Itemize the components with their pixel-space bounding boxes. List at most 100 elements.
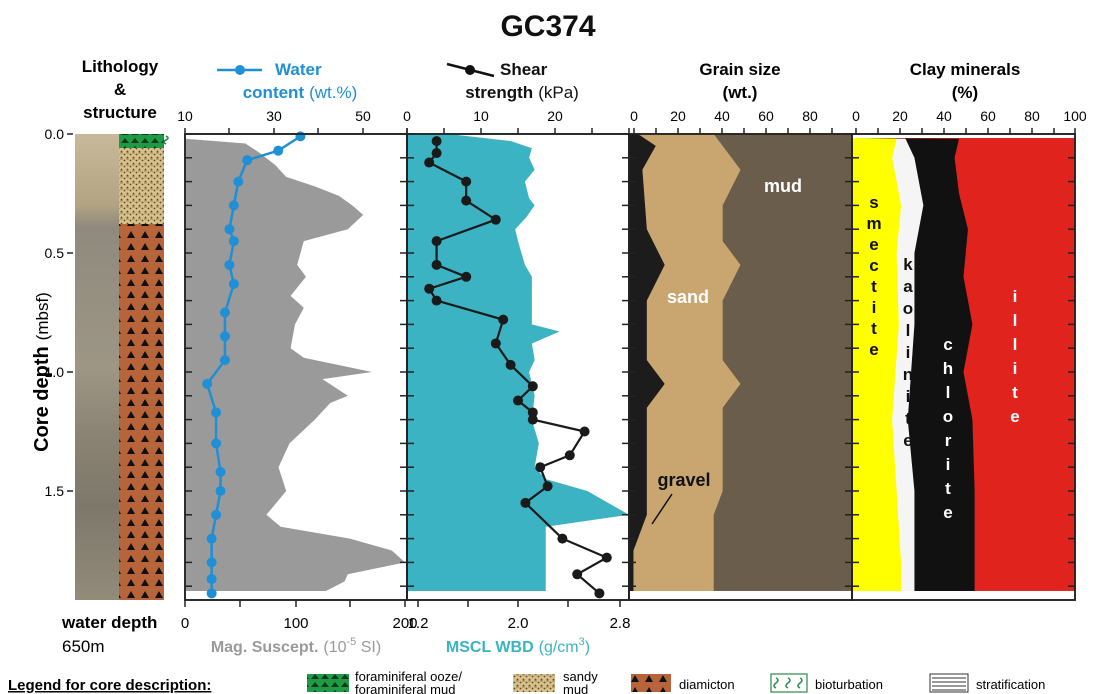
water-content-point	[242, 155, 253, 166]
wbd-label-main: MSCL WBD	[446, 639, 534, 656]
grain-gravel-area	[629, 134, 665, 591]
magsus-axis-label: Mag. Suscept. (10-5 SI)	[211, 636, 381, 656]
shear-strength-point	[431, 148, 442, 159]
water-content-point	[224, 259, 235, 270]
clay-top-tick: 40	[936, 108, 952, 124]
clay-top-tick: 0	[852, 108, 860, 124]
grain-top-tick: 60	[758, 108, 774, 124]
wbd-bottom-tick: 2.8	[610, 615, 631, 632]
wbd-axis-label: MSCL WBD (g/cm3)	[446, 636, 590, 656]
water-legend-marker	[235, 65, 245, 75]
y-axis-ticks: 0.0 0.5 1.0 1.5	[45, 126, 73, 499]
axis-ticks	[184, 128, 1076, 607]
magsus-label-sup: -5	[347, 636, 357, 648]
water-content-point	[211, 407, 222, 418]
wbd-area-layer	[407, 134, 629, 591]
water-content-point	[219, 331, 230, 342]
clay-top-tick: 20	[892, 108, 908, 124]
water-content-point	[206, 588, 217, 599]
shear-legend-marker	[465, 65, 475, 75]
grain-top-tick: 20	[670, 108, 686, 124]
water-content-point	[206, 574, 217, 585]
y-axis-label-main: Core depth	[31, 346, 53, 452]
magsus-label-unit2: SI)	[356, 639, 381, 656]
legend-label: foraminiferal mud	[355, 682, 455, 694]
shear-strength-point	[557, 533, 568, 544]
shear-strength-point	[431, 136, 442, 147]
water-content-point	[206, 557, 217, 568]
legend-swatch-foram	[307, 674, 349, 692]
water-content-point	[224, 224, 235, 235]
water-top-tick: 30	[266, 108, 282, 124]
shear-strength-point	[461, 195, 472, 206]
sandy-mud-unit	[119, 148, 164, 224]
shear-strength-point	[527, 414, 538, 425]
water-content-point	[206, 533, 217, 544]
shear-strength-point	[498, 314, 509, 325]
water-content-point	[228, 278, 239, 289]
shear-strength-point	[431, 295, 442, 306]
magsus-bottom-tick: 0	[181, 615, 189, 632]
grain-size-layer	[629, 134, 852, 591]
grain-sand-area	[629, 134, 741, 591]
shear-strength-point	[527, 381, 538, 392]
shear-strength-point	[594, 588, 605, 599]
legend-swatch-stratification	[929, 673, 969, 693]
water-content-point	[202, 378, 213, 389]
shear-strength-point	[513, 395, 523, 406]
water-content-point	[295, 131, 306, 142]
shear-strength-point	[461, 176, 472, 187]
diamicton-unit	[119, 224, 164, 600]
lithology-title-line: Lithology	[82, 57, 159, 76]
chart-title: GC374	[500, 10, 595, 43]
water-content-point	[273, 145, 284, 156]
wbd-bottom-tick: 2.0	[508, 615, 529, 632]
clay-title-line: (%)	[952, 83, 978, 102]
shear-legend-unit: (kPa)	[538, 83, 579, 102]
shear-legend-main: strength	[465, 83, 533, 102]
water-legend: Water content (wt.%)	[217, 60, 357, 102]
bottom-tick-labels: 0 100 200 1.2 2.0 2.8	[181, 615, 631, 632]
shear-strength-point	[542, 481, 553, 492]
clay-title-line: Clay minerals	[910, 60, 1021, 79]
shear-strength-point	[505, 359, 516, 370]
y-tick-label: 0.5	[45, 245, 65, 261]
clay-minerals-layer	[852, 138, 1075, 591]
shear-strength-point	[564, 450, 575, 461]
shear-strength-point	[601, 552, 612, 563]
water-content-point	[215, 466, 226, 477]
water-content-point	[211, 509, 222, 520]
wbd-label-unit: (g/cm	[539, 639, 579, 656]
magsus-bottom-tick: 100	[283, 615, 308, 632]
lithology-title-line: structure	[83, 103, 157, 122]
magsus-area	[185, 134, 405, 591]
shear-top-tick: 20	[547, 108, 563, 124]
bioturbation-icon	[163, 135, 169, 145]
water-content-point	[219, 307, 230, 318]
shear-strength-point	[424, 157, 435, 168]
grain-top-tick: 40	[714, 108, 730, 124]
clay-labels: s m e c t i t e k a o l i n i t e c h l o r i t e i l l i t e	[866, 193, 1019, 522]
grain-title-line: Grain size	[699, 60, 780, 79]
shear-strength-point	[520, 497, 531, 508]
legend-label: diamicton	[679, 677, 735, 692]
water-content-point	[228, 236, 239, 247]
water-content-point	[219, 355, 230, 366]
water-legend-line1: Water	[275, 60, 322, 79]
shear-strength-point	[527, 407, 538, 418]
shear-legend-line1: Shear	[500, 60, 548, 79]
legend-label: mud	[563, 682, 588, 694]
clay-top-tick: 60	[980, 108, 996, 124]
legend: Legend for core description: foraminifer…	[8, 669, 1045, 694]
water-top-tick: 50	[355, 108, 371, 124]
gravel-leader-line	[651, 493, 673, 525]
wbd-area	[407, 134, 629, 591]
magsus-label-main: Mag. Suscept.	[211, 639, 319, 656]
shear-strength-point	[431, 259, 442, 270]
clay-top-tick: 100	[1063, 108, 1087, 124]
clay-smectite-area	[852, 138, 902, 591]
water-content-point	[211, 438, 222, 449]
